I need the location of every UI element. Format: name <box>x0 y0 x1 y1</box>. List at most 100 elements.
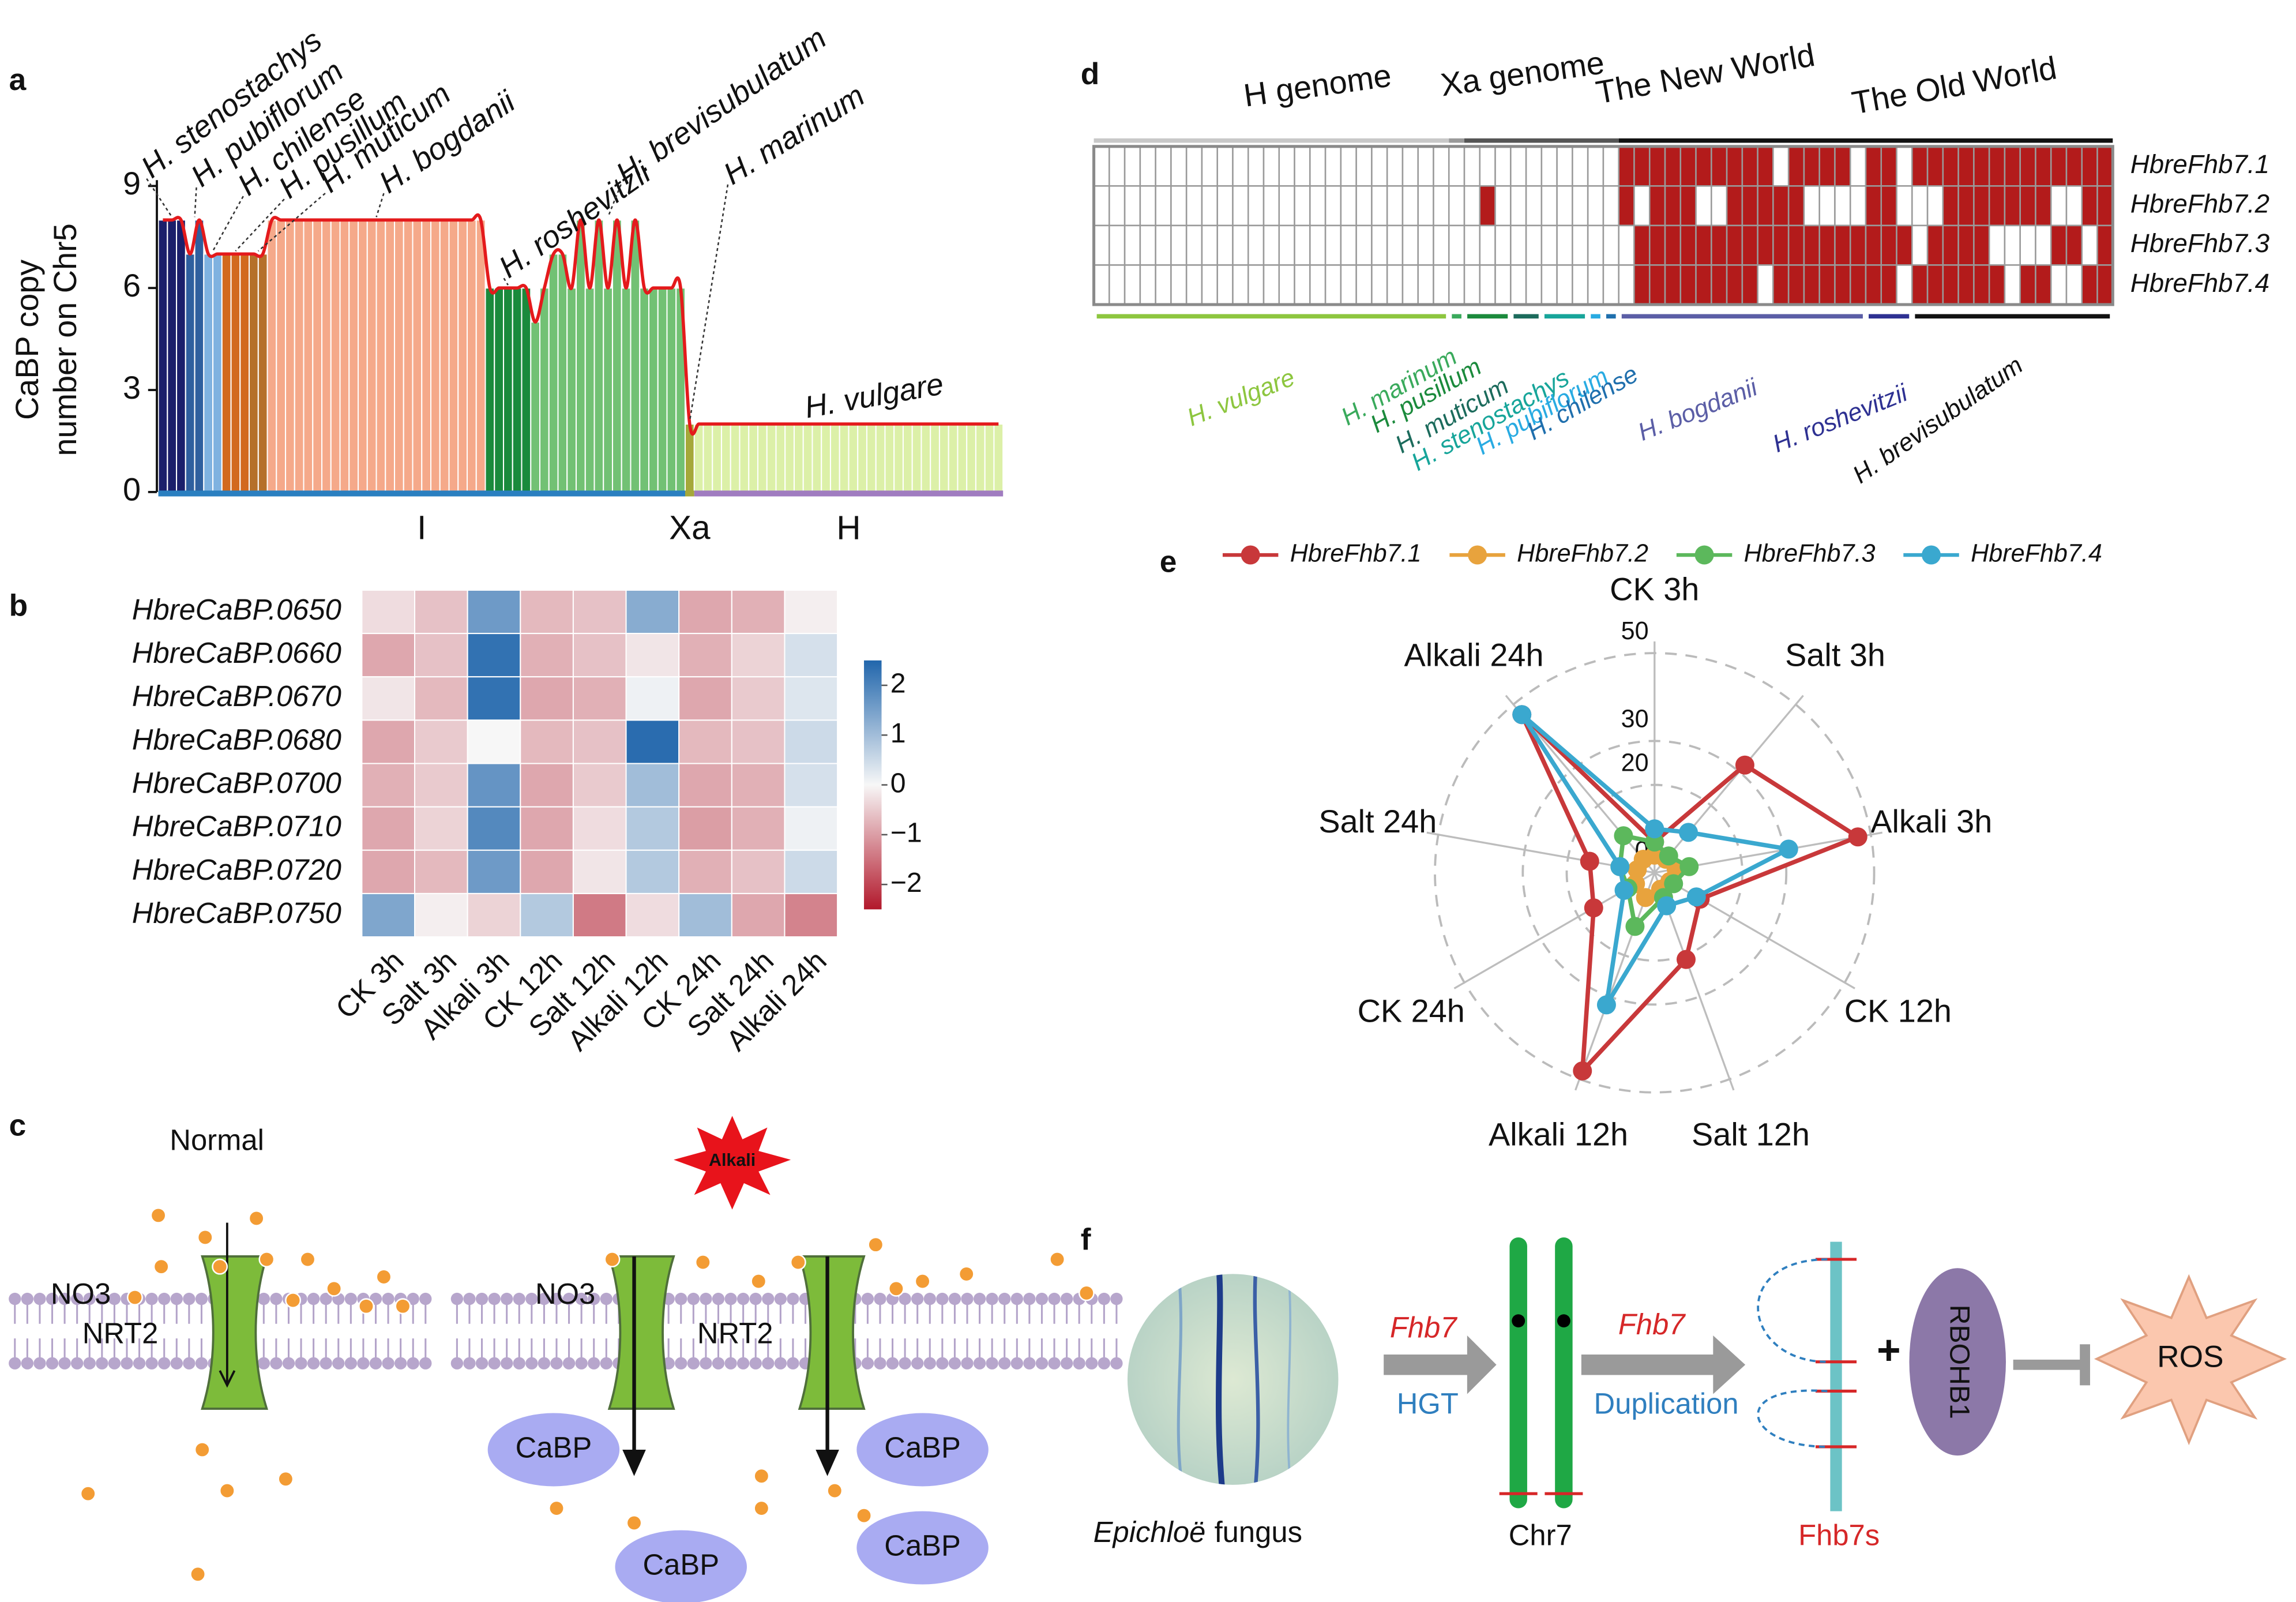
lipid-head <box>270 1357 283 1370</box>
bar <box>521 287 532 493</box>
lipid-head <box>1010 1357 1023 1370</box>
lipid-head <box>1085 1357 1098 1370</box>
presence-cell <box>1401 185 1419 227</box>
presence-cell <box>1679 185 1697 227</box>
bar <box>757 423 768 493</box>
heatmap-cell <box>520 763 574 808</box>
heatmap-cell <box>678 676 732 721</box>
radar-point <box>1848 827 1867 847</box>
bar <box>621 287 632 493</box>
lipid-head <box>986 1292 998 1305</box>
cabp-protein <box>487 1413 620 1487</box>
presence-cell <box>1772 264 1790 306</box>
protein-label: CaBP <box>884 1529 961 1562</box>
radar-point <box>1645 832 1664 852</box>
presence-cell <box>1479 224 1496 266</box>
lipid-head <box>21 1292 34 1305</box>
lipid-head <box>71 1357 84 1370</box>
presence-cell <box>1155 185 1172 227</box>
presence-cell <box>1355 224 1373 266</box>
presence-cell <box>1648 145 1666 187</box>
presence-cell <box>1942 185 1959 227</box>
lipid-head <box>562 1357 576 1370</box>
bar <box>212 253 223 493</box>
radar-point <box>1664 874 1684 894</box>
presence-cell <box>1494 264 1512 306</box>
heatmap-cell <box>520 849 574 894</box>
radar-line <box>1617 833 1693 931</box>
colorbar-label: 0 <box>890 767 906 798</box>
presence-cell <box>1957 185 1975 227</box>
group-label: The Old World <box>1849 49 2059 121</box>
bar <box>266 219 277 493</box>
lipid-head <box>774 1357 787 1370</box>
presence-cell <box>1185 264 1203 306</box>
radar-point <box>1686 887 1706 907</box>
lipid-head <box>96 1292 108 1305</box>
presence-cell <box>1957 145 1975 187</box>
arrow <box>1581 1335 1746 1394</box>
category-label: Alkali 3h <box>1870 803 1992 839</box>
bar <box>257 253 268 493</box>
presence-cell <box>1494 145 1512 187</box>
lipid-head <box>687 1292 700 1305</box>
event-label: HGT <box>1397 1387 1459 1420</box>
lipid-head <box>195 1357 208 1370</box>
presence-cell <box>1711 264 1728 306</box>
presence-cell <box>1479 145 1496 187</box>
lipid-head <box>588 1292 600 1305</box>
bar <box>993 423 1004 493</box>
row-label: HbreCaBP.0710 <box>132 810 341 843</box>
presence-cell <box>1787 264 1805 306</box>
lipid-head <box>307 1357 320 1370</box>
presence-cell <box>1988 185 2006 227</box>
bar <box>557 253 568 493</box>
presence-cell <box>1123 145 1141 187</box>
lipid-head <box>712 1357 725 1370</box>
hyphae <box>1177 1274 1293 1485</box>
radar-point <box>1610 857 1630 876</box>
bar <box>811 423 822 493</box>
nitrate-ion <box>285 1292 302 1309</box>
presence-cell <box>1247 185 1265 227</box>
legend-label: HbreFhb7.2 <box>1517 539 1648 567</box>
label-rest: fungus <box>1215 1516 1302 1549</box>
lipid-head <box>899 1357 911 1370</box>
presence-cell <box>2035 264 2052 306</box>
nitrate-ion <box>153 1258 170 1275</box>
presence-cell <box>1123 264 1141 306</box>
presence-cell <box>1556 224 1573 266</box>
chromosome-segment <box>1830 1241 1842 1511</box>
link <box>1757 1389 1828 1448</box>
bar <box>920 423 931 493</box>
bar <box>375 219 386 493</box>
lipid-head <box>861 1357 874 1370</box>
radar-line <box>1520 712 1796 1006</box>
nitrate-ion <box>958 1266 975 1282</box>
lipid-head <box>736 1357 750 1370</box>
presence-cell <box>1988 145 2006 187</box>
bar <box>539 287 550 493</box>
lipid-head <box>407 1292 419 1305</box>
bar <box>730 423 741 493</box>
presence-cell <box>1664 145 1682 187</box>
bar <box>194 219 205 493</box>
bar <box>239 253 250 493</box>
heatmap-cell <box>361 589 416 635</box>
lipid-head <box>1035 1357 1049 1370</box>
presence-cell <box>1201 145 1218 187</box>
leader-line <box>146 178 173 217</box>
presence-cell <box>1309 264 1327 306</box>
leader-line <box>235 198 285 252</box>
presence-cell <box>1216 264 1234 306</box>
lipid-head <box>874 1357 886 1370</box>
plus: + <box>1877 1327 1900 1373</box>
bar <box>566 287 577 493</box>
heatmap-cell <box>414 719 468 764</box>
legend-label: HbreFhb7.1 <box>1290 539 1422 567</box>
arrow-head <box>816 1450 839 1476</box>
lipid-head <box>675 1357 687 1370</box>
lipid-head <box>282 1357 295 1370</box>
presence-cell <box>2004 185 2021 227</box>
radar-line <box>1520 712 1863 1077</box>
